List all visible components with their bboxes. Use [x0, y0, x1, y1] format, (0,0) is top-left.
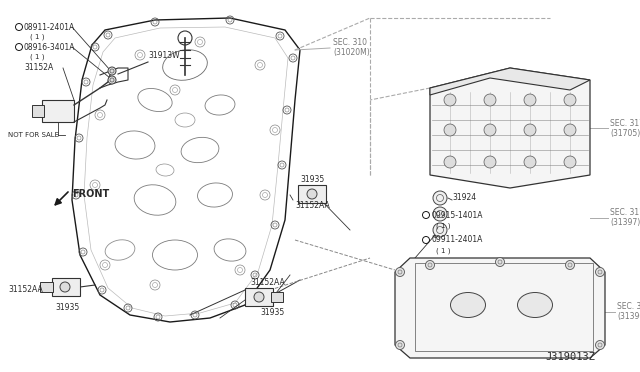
Circle shape: [564, 124, 576, 136]
Text: 09915-1401A: 09915-1401A: [431, 211, 483, 219]
Text: ( 1 ): ( 1 ): [30, 34, 45, 40]
Text: SEC. 317: SEC. 317: [610, 119, 640, 128]
Circle shape: [108, 67, 116, 75]
Circle shape: [484, 94, 496, 106]
Circle shape: [396, 340, 404, 350]
Text: SEC. 311: SEC. 311: [610, 208, 640, 217]
Circle shape: [524, 124, 536, 136]
Bar: [271, 292, 283, 302]
Circle shape: [524, 156, 536, 168]
Text: 31935: 31935: [55, 304, 79, 312]
Text: 31935: 31935: [300, 175, 324, 184]
Text: 31913W: 31913W: [148, 51, 180, 60]
Polygon shape: [430, 68, 590, 95]
Bar: [245, 288, 273, 306]
Circle shape: [484, 156, 496, 168]
Text: (31390): (31390): [617, 312, 640, 321]
Circle shape: [524, 94, 536, 106]
Text: 31152AA: 31152AA: [250, 278, 285, 287]
Ellipse shape: [451, 292, 486, 317]
Text: 31152AA: 31152AA: [8, 285, 43, 295]
Circle shape: [595, 340, 605, 350]
Text: 31152AA: 31152AA: [295, 201, 330, 210]
Text: 31935: 31935: [260, 308, 284, 317]
Polygon shape: [395, 258, 605, 358]
Text: 09911-2401A: 09911-2401A: [431, 235, 483, 244]
Bar: [32, 105, 44, 117]
Text: 08911-2401A: 08911-2401A: [24, 23, 76, 32]
Polygon shape: [430, 68, 590, 188]
Circle shape: [595, 267, 605, 276]
Bar: [40, 282, 53, 292]
Circle shape: [396, 267, 404, 276]
Text: (31020M): (31020M): [333, 48, 370, 57]
Text: ( 1 ): ( 1 ): [436, 223, 451, 229]
Text: ( 1 ): ( 1 ): [30, 54, 45, 60]
Circle shape: [433, 207, 447, 221]
Circle shape: [444, 156, 456, 168]
Bar: [298, 185, 326, 203]
Circle shape: [254, 292, 264, 302]
Circle shape: [433, 223, 447, 237]
Ellipse shape: [518, 292, 552, 317]
Text: ( 1 ): ( 1 ): [436, 248, 451, 254]
Text: (31705): (31705): [610, 129, 640, 138]
Text: J319013Z: J319013Z: [545, 352, 595, 362]
Text: FRONT: FRONT: [72, 189, 109, 199]
Circle shape: [444, 124, 456, 136]
Circle shape: [444, 94, 456, 106]
Bar: [415, 263, 593, 351]
Circle shape: [495, 257, 504, 266]
Circle shape: [564, 94, 576, 106]
Text: 08916-3401A: 08916-3401A: [24, 43, 76, 52]
Circle shape: [60, 282, 70, 292]
Circle shape: [426, 260, 435, 269]
Circle shape: [566, 260, 575, 269]
Circle shape: [484, 124, 496, 136]
Text: SEC. 311: SEC. 311: [617, 302, 640, 311]
Text: NOT FOR SALE: NOT FOR SALE: [8, 132, 59, 138]
Text: 31924: 31924: [452, 193, 476, 202]
Circle shape: [108, 76, 116, 84]
Circle shape: [564, 156, 576, 168]
Text: SEC. 310: SEC. 310: [333, 38, 367, 47]
Circle shape: [307, 189, 317, 199]
Bar: [52, 278, 80, 296]
Circle shape: [433, 191, 447, 205]
Bar: [42, 100, 74, 122]
Text: 31152A: 31152A: [24, 64, 53, 73]
Text: (31397): (31397): [610, 218, 640, 227]
